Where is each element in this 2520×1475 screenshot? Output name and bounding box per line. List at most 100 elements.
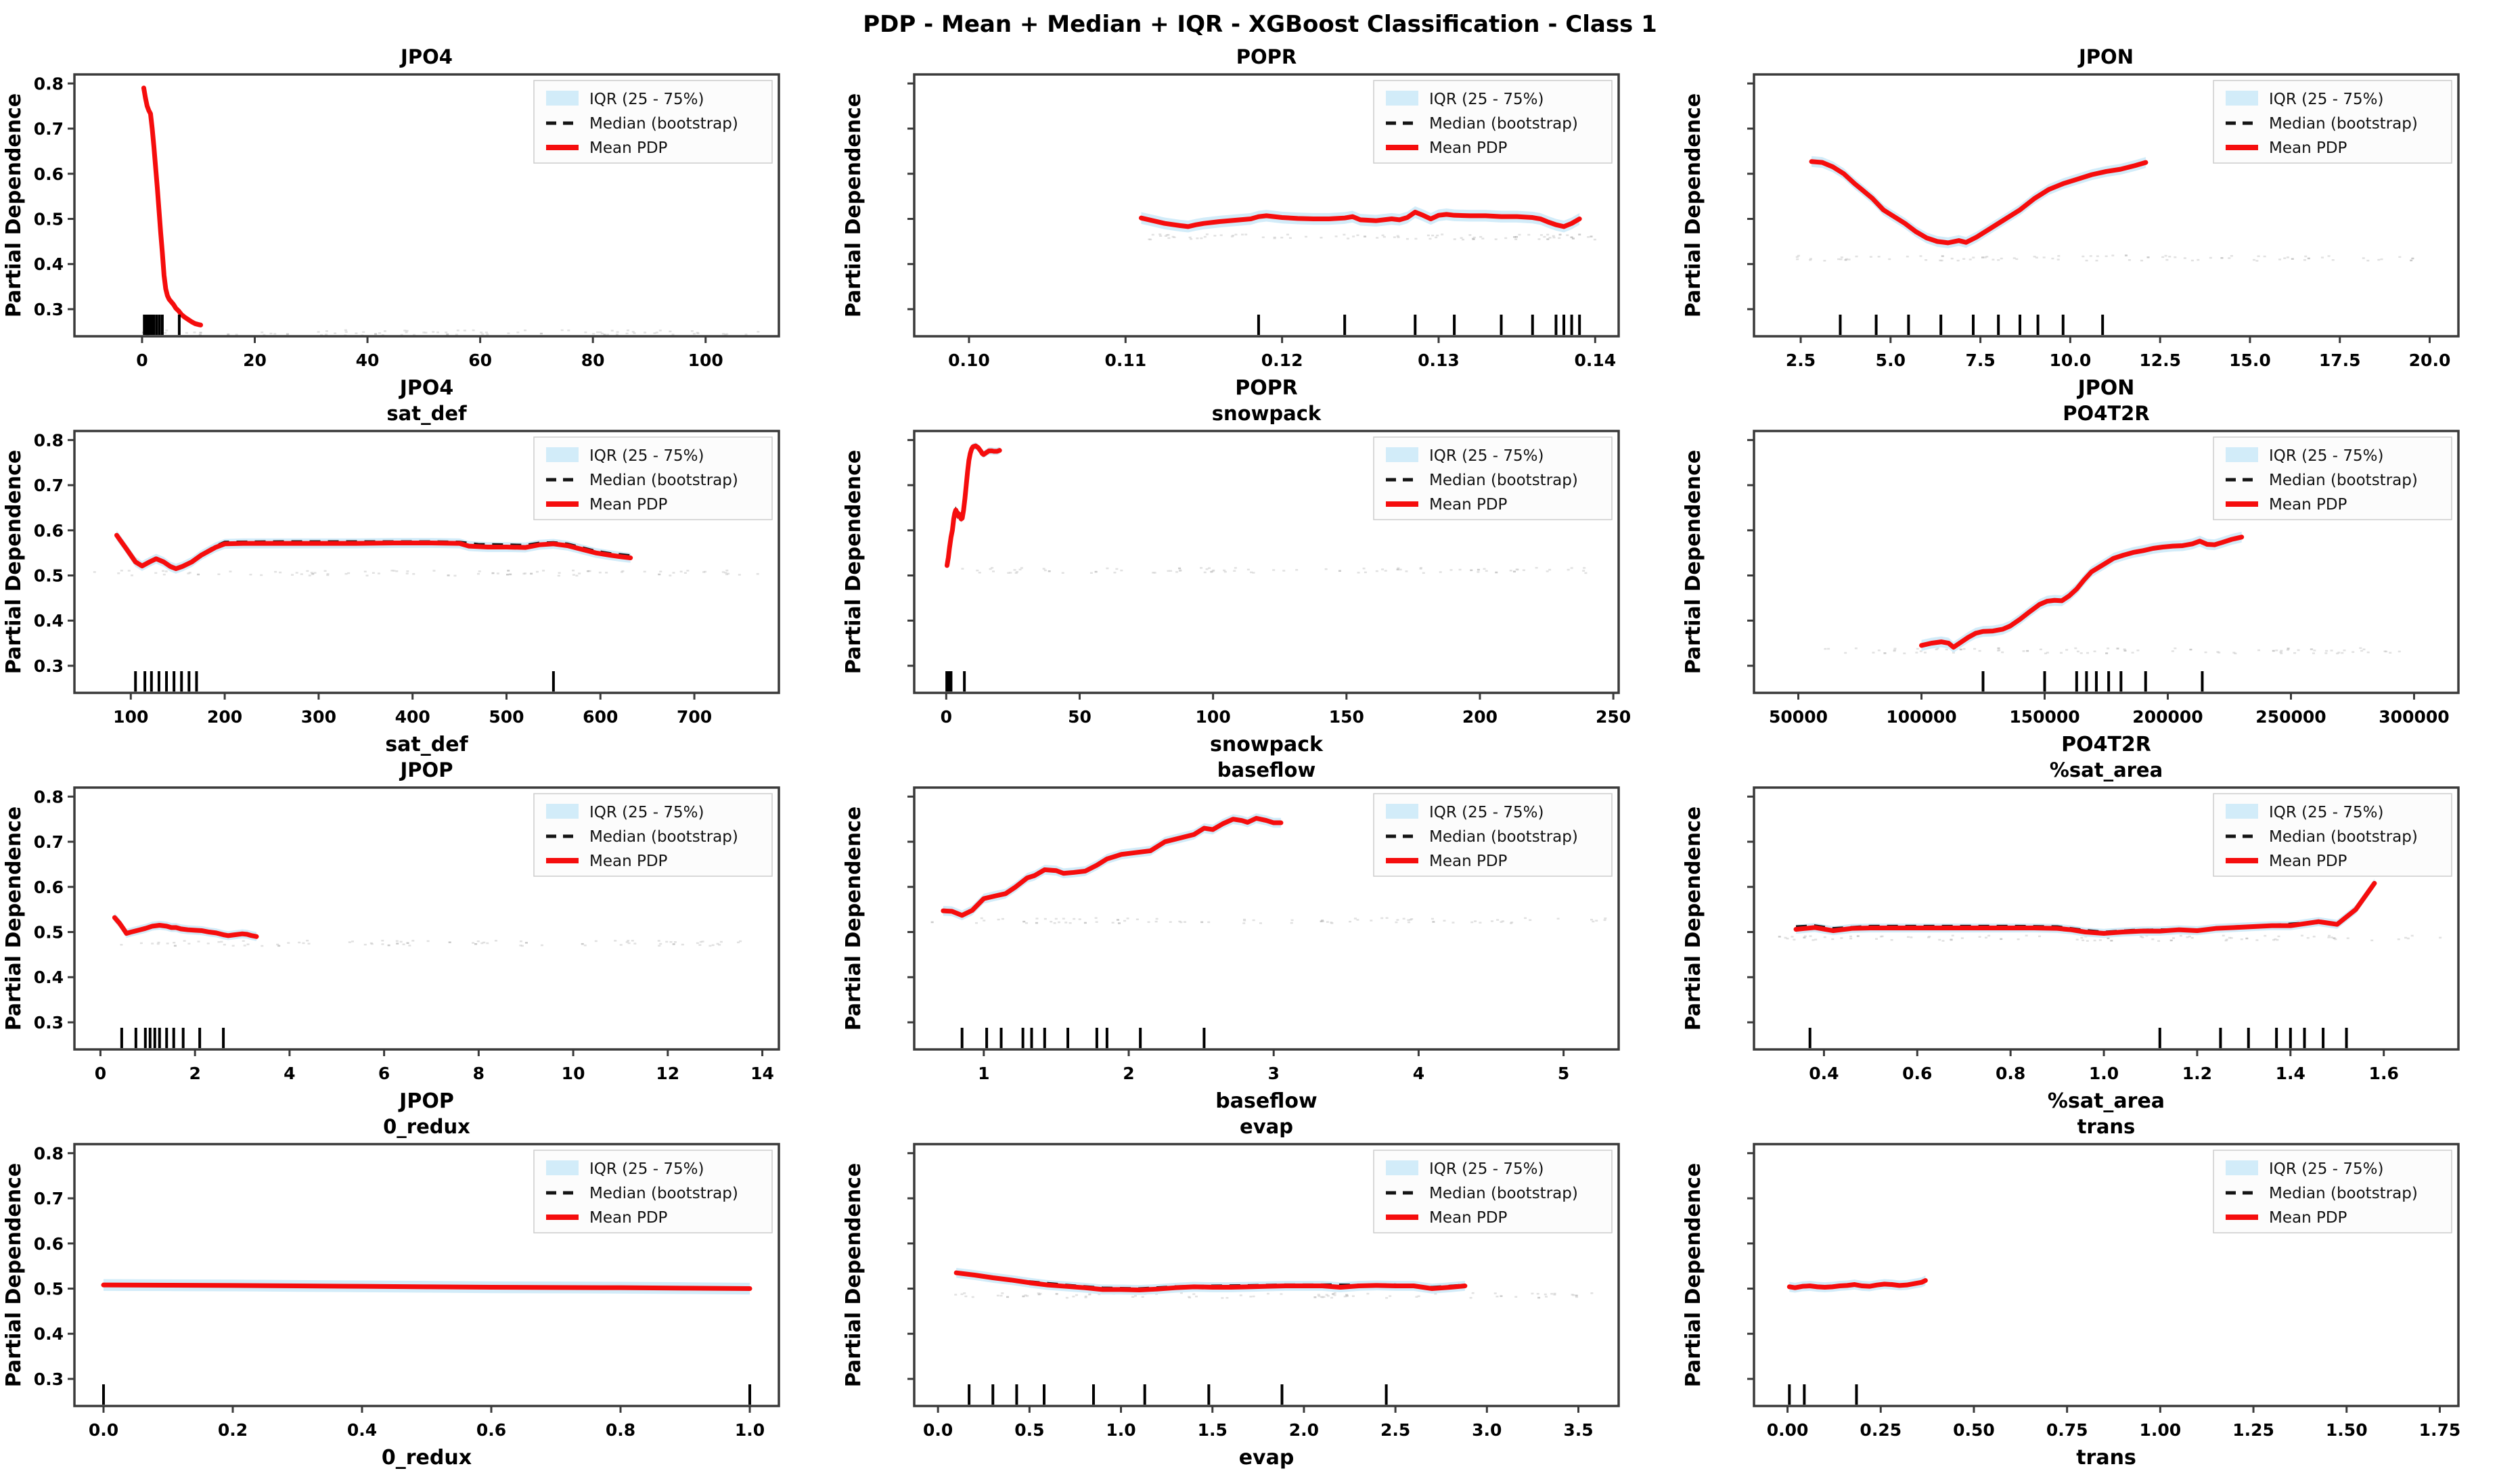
iqr-band-snowpack — [947, 442, 1000, 570]
pdp-subplot-evap: evap 0.0 0.5 1.0 1.5 2.0 2.5 3.0 3.5 evap Partial … — [840, 1115, 1680, 1472]
legend-label: IQR (25 - 75%) — [2269, 447, 2383, 465]
legend-label: IQR (25 - 75%) — [2269, 1160, 2383, 1178]
svg-text:0.0: 0.0 — [89, 1420, 118, 1440]
svg-text:0.4: 0.4 — [34, 254, 64, 274]
x-axis-POPR: 0.10 0.11 0.12 0.13 0.14 — [948, 336, 1616, 370]
y-axis-POPR — [907, 82, 914, 311]
svg-text:40: 40 — [356, 350, 380, 370]
svg-text:10: 10 — [562, 1064, 585, 1083]
legend-sat_area_pct: IQR (25 - 75%) Median (bootstrap) Mean PDP — [2213, 793, 2452, 877]
svg-text:0.8: 0.8 — [34, 1143, 64, 1163]
svg-text:300000: 300000 — [2379, 707, 2449, 727]
observation-dots-JPO4 — [141, 329, 760, 336]
svg-text:2: 2 — [1123, 1064, 1134, 1083]
legend-iqr-swatch — [546, 91, 579, 106]
svg-text:0.3: 0.3 — [34, 656, 64, 676]
mean-pdp-line-baseflow — [941, 815, 1284, 918]
svg-text:0.4: 0.4 — [34, 1324, 64, 1344]
legend-label: Mean PDP — [1429, 139, 1508, 157]
mean-pdp-line-evap — [953, 1270, 1468, 1293]
svg-text:0.8: 0.8 — [34, 787, 64, 807]
legend-label: Mean PDP — [589, 139, 668, 157]
svg-text:150000: 150000 — [2009, 707, 2079, 727]
rug-marks-JPON — [1839, 315, 2105, 335]
svg-text:0: 0 — [136, 350, 148, 370]
legend-label: Mean PDP — [2269, 139, 2347, 157]
svg-text:0.8: 0.8 — [1996, 1064, 2025, 1083]
mean-pdp-line-0_redux — [101, 1282, 752, 1292]
x-axis-label-PO4T2R: PO4T2R — [2061, 733, 2151, 756]
svg-text:600: 600 — [583, 707, 618, 727]
svg-text:8: 8 — [473, 1064, 485, 1083]
svg-text:1.75: 1.75 — [2419, 1420, 2461, 1440]
svg-text:0.10: 0.10 — [948, 350, 990, 370]
svg-text:100: 100 — [688, 350, 723, 370]
legend-label: IQR (25 - 75%) — [589, 804, 704, 821]
svg-text:0.50: 0.50 — [1953, 1420, 1995, 1440]
legend-label: Mean PDP — [2269, 1209, 2347, 1227]
chart-canvas-evap: evap 0.0 0.5 1.0 1.5 2.0 2.5 3.0 3.5 evap Partial … — [842, 1115, 1620, 1470]
y-axis-label-trans: Partial Dependence — [1682, 1163, 1705, 1388]
svg-text:250000: 250000 — [2255, 707, 2326, 727]
pdp-subplot-snowpack: snowpack 0 50 100 150 200 250 snowpack Partial D… — [840, 402, 1680, 759]
legend-label: IQR (25 - 75%) — [589, 1160, 704, 1178]
svg-text:1.2: 1.2 — [2182, 1064, 2212, 1083]
y-axis-trans — [1747, 1152, 1754, 1380]
legend-label: Median (bootstrap) — [589, 828, 738, 846]
svg-text:6: 6 — [378, 1064, 390, 1083]
svg-text:0.3: 0.3 — [34, 300, 64, 319]
subplot-title-evap: evap — [1240, 1116, 1293, 1138]
x-axis-sat_def: 100 200 300 400 500 600 700 — [113, 693, 712, 727]
legend-label: Mean PDP — [1429, 1209, 1508, 1227]
observation-dots-PO4T2R — [1824, 647, 2401, 655]
svg-text:2.0: 2.0 — [1289, 1420, 1319, 1440]
chart-canvas-trans: trans 0.00 0.25 0.50 0.75 1.00 1.25 1.50 1.75 tra… — [1682, 1115, 2461, 1470]
svg-text:0.25: 0.25 — [1860, 1420, 1902, 1440]
subplot-title-trans: trans — [2077, 1116, 2136, 1138]
svg-text:0.7: 0.7 — [34, 476, 64, 495]
svg-text:0.4: 0.4 — [1809, 1064, 1839, 1083]
iqr-band-JPON — [1811, 156, 2146, 248]
legend-label: Mean PDP — [589, 496, 668, 514]
plot-box-JPOP — [73, 786, 780, 1051]
svg-text:250: 250 — [1596, 707, 1631, 727]
svg-text:50: 50 — [1068, 707, 1092, 727]
observation-dots-POPR — [1148, 233, 1596, 241]
y-axis-label-0_redux: Partial Dependence — [2, 1163, 26, 1388]
svg-text:1.0: 1.0 — [735, 1420, 765, 1440]
legend-label: Mean PDP — [2269, 496, 2347, 514]
y-axis-label-evap: Partial Dependence — [842, 1163, 865, 1388]
x-axis-label-JPOP: JPOP — [398, 1089, 454, 1113]
svg-text:0.12: 0.12 — [1261, 350, 1303, 370]
svg-text:200: 200 — [207, 707, 242, 727]
legend-label: IQR (25 - 75%) — [2269, 804, 2383, 821]
y-axis-label-POPR: Partial Dependence — [842, 93, 865, 318]
svg-text:100000: 100000 — [1886, 707, 1956, 727]
legend-label: IQR (25 - 75%) — [589, 91, 704, 108]
rug-marks-JPOP — [120, 1028, 225, 1048]
svg-text:2.5: 2.5 — [1786, 350, 1816, 370]
mean-pdp-line-trans — [1786, 1278, 1928, 1290]
mean-pdp-line-JPO4 — [141, 85, 204, 327]
legend-trans: IQR (25 - 75%) Median (bootstrap) Mean PDP — [2213, 1150, 2452, 1233]
rug-marks-0_redux — [102, 1384, 752, 1405]
x-axis-label-POPR: POPR — [1235, 376, 1298, 400]
legend-snowpack: IQR (25 - 75%) Median (bootstrap) Mean PDP — [1373, 436, 1613, 520]
legend-label: IQR (25 - 75%) — [2269, 91, 2383, 108]
legend-label: Median (bootstrap) — [2269, 472, 2418, 489]
legend-POPR: IQR (25 - 75%) Median (bootstrap) Mean PDP — [1373, 80, 1613, 164]
legend-iqr-swatch — [1386, 91, 1418, 106]
mean-pdp-line-JPON — [1809, 159, 2148, 246]
figure-title: PDP - Mean + Median + IQR - XGBoost Clas… — [863, 11, 1657, 38]
median-line-PO4T2R — [1921, 535, 2243, 650]
svg-text:0.4: 0.4 — [34, 611, 64, 631]
chart-canvas-JPON: JPON 2.5 5.0 7.5 10.0 12.5 15.0 17.5 20.0 JPON Par… — [1682, 45, 2460, 400]
legend-iqr-swatch — [546, 447, 579, 462]
svg-text:0.5: 0.5 — [34, 1279, 64, 1299]
legend-label: IQR (25 - 75%) — [1429, 1160, 1544, 1178]
svg-text:0.6: 0.6 — [476, 1420, 506, 1440]
legend-label: IQR (25 - 75%) — [589, 447, 704, 465]
x-axis-label-JPO4: JPO4 — [399, 376, 454, 400]
svg-text:0.7: 0.7 — [34, 1189, 64, 1208]
